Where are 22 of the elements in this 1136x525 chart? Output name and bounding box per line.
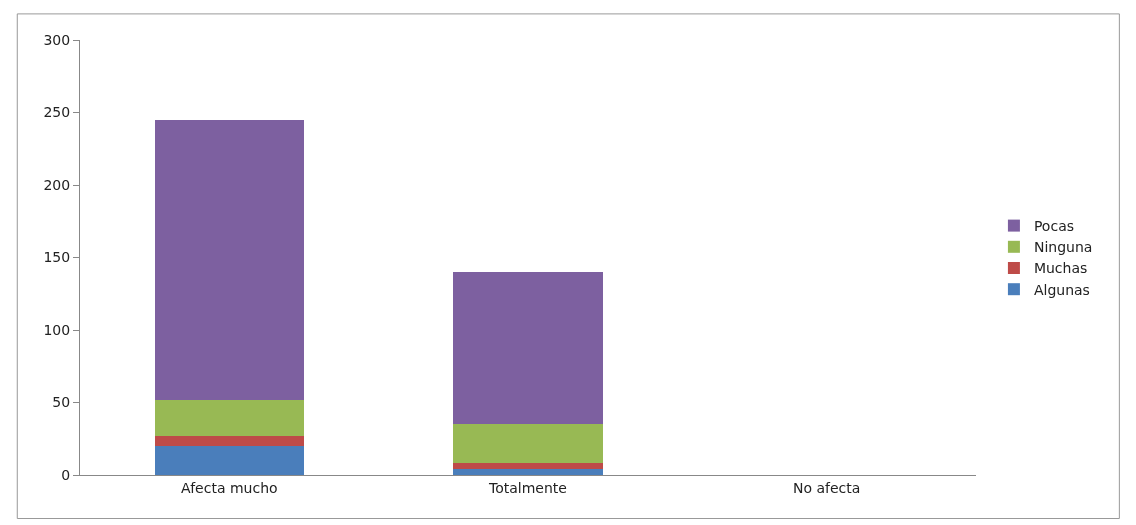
x-tick-label: Totalmente (488, 479, 567, 496)
y-tick-label: 0 (61, 466, 71, 483)
y-tick-label: 250 (43, 104, 71, 121)
y-tick-label: 300 (43, 31, 71, 48)
legend-label: Algunas (1033, 281, 1090, 298)
y-tick-label: 100 (43, 321, 71, 338)
y-tick-label: 150 (43, 249, 71, 266)
bar (154, 446, 304, 475)
y-tick-label: 50 (52, 394, 71, 411)
bar (154, 399, 304, 436)
bar (154, 435, 304, 446)
y-tick-label: 200 (43, 176, 71, 193)
bar (453, 469, 603, 475)
bar (453, 463, 603, 470)
bar (154, 119, 304, 400)
legend-label: Ninguna (1033, 239, 1093, 256)
x-tick-label: No afecta (792, 479, 861, 496)
bar (453, 272, 603, 425)
x-tick-label: Afecta mucho (181, 479, 278, 496)
legend-label: Pocas (1033, 218, 1075, 235)
bar (453, 424, 603, 464)
legend-label: Muchas (1033, 260, 1088, 277)
